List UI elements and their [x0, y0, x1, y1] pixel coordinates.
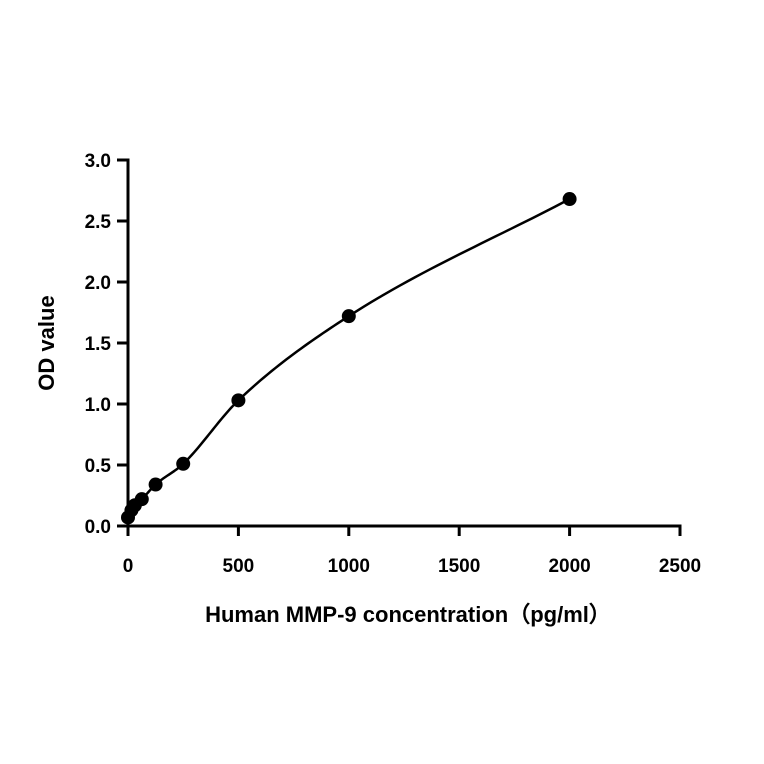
y-tick-label: 0.5: [85, 456, 112, 477]
x-tick-label: 1000: [328, 556, 370, 577]
data-point: [176, 456, 191, 471]
data-point: [562, 192, 577, 207]
x-axis-title: Human MMP-9 concentration（pg/ml）: [205, 602, 611, 627]
y-axis-title: OD value: [34, 295, 59, 390]
y-tick-label: 2.0: [85, 273, 111, 294]
data-points: [121, 192, 577, 525]
y-tick-label: 1.5: [85, 334, 112, 355]
x-tick-label: 2500: [659, 556, 701, 577]
y-tick-label: 0.0: [85, 517, 111, 538]
fit-curve: [126, 197, 571, 518]
x-ticks: 0 500 1000 1500 2000 2500: [123, 526, 701, 577]
y-tick-label: 3.0: [85, 151, 111, 172]
y-tick-label: 2.5: [85, 212, 112, 233]
x-tick-label: 1500: [438, 556, 480, 577]
x-tick-label: 500: [223, 556, 255, 577]
axes: [126, 158, 682, 528]
y-ticks: 0.0 0.5 1.0 1.5 2.0 2.5 3.0: [85, 151, 128, 538]
x-tick-label: 0: [123, 556, 134, 577]
data-point: [341, 309, 356, 324]
data-point: [134, 492, 149, 507]
x-tick-label: 2000: [548, 556, 590, 577]
y-tick-label: 1.0: [85, 395, 111, 416]
data-point: [148, 477, 163, 492]
data-point: [231, 393, 246, 408]
